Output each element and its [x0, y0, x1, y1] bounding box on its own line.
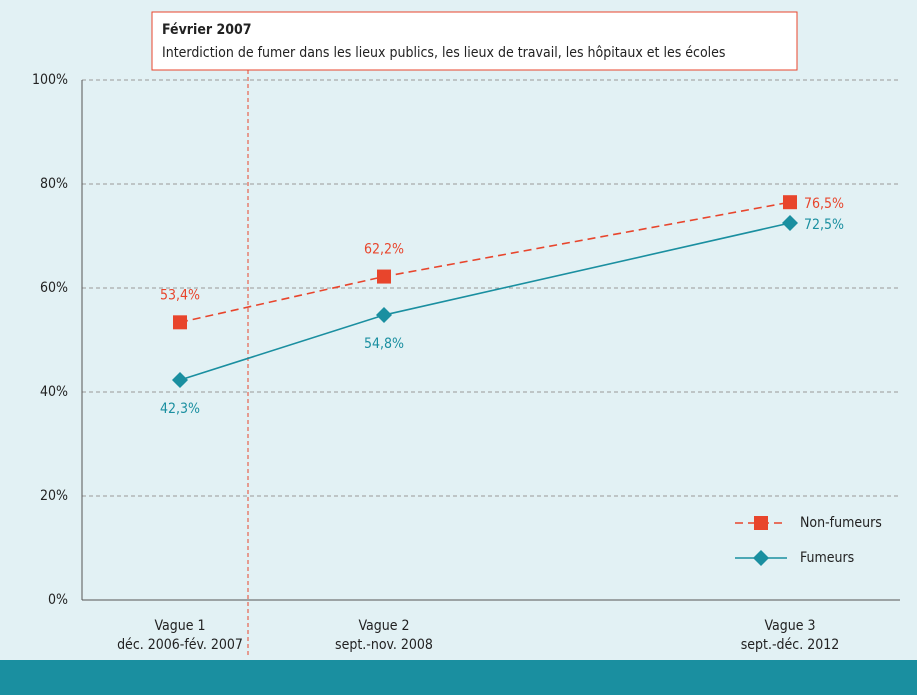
- y-tick-label: 20%: [40, 488, 68, 504]
- footer-band: [0, 660, 917, 695]
- marker: [172, 372, 188, 389]
- annotation-text: Interdiction de fumer dans les lieux pub…: [162, 45, 725, 61]
- marker: [173, 315, 187, 330]
- x-tick-label: Vague 2: [359, 618, 410, 634]
- x-tick-label: déc. 2006-fév. 2007: [117, 637, 243, 653]
- legend-label: Fumeurs: [800, 550, 854, 566]
- legend-label: Non-fumeurs: [800, 515, 882, 531]
- x-tick-label: sept.-déc. 2012: [741, 637, 840, 653]
- y-tick-label: 100%: [32, 72, 68, 88]
- data-label: 62,2%: [364, 242, 404, 258]
- y-tick-label: 60%: [40, 280, 68, 296]
- legend-marker: [754, 516, 768, 530]
- data-label: 42,3%: [160, 401, 200, 417]
- data-label: 53,4%: [160, 287, 200, 303]
- x-tick-label: sept.-nov. 2008: [335, 637, 433, 653]
- x-tick-label: Vague 3: [765, 618, 816, 634]
- marker: [376, 307, 392, 324]
- marker: [782, 215, 798, 231]
- x-tick-label: Vague 1: [155, 618, 206, 634]
- data-label: 54,8%: [364, 336, 404, 352]
- y-tick-label: 0%: [48, 592, 68, 608]
- annotation-box: [151, 11, 798, 71]
- data-label: 76,5%: [804, 196, 844, 212]
- marker: [783, 195, 797, 210]
- marker: [377, 269, 391, 284]
- data-label: 72,5%: [804, 217, 844, 233]
- y-tick-label: 80%: [40, 176, 68, 192]
- y-tick-label: 40%: [40, 384, 68, 400]
- legend-marker: [753, 550, 769, 566]
- annotation-title: Février 2007: [162, 22, 252, 38]
